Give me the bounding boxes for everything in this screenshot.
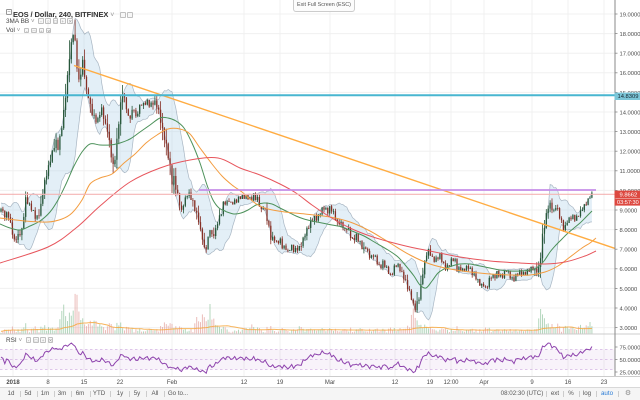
svg-text:9.8662: 9.8662: [620, 192, 638, 198]
svg-text:13.0000: 13.0000: [620, 130, 640, 136]
svg-text:7.0000: 7.0000: [620, 248, 638, 254]
svg-text:50.0000: 50.0000: [620, 358, 640, 364]
svg-text:19.0000: 19.0000: [620, 12, 640, 18]
svg-text:14.0000: 14.0000: [620, 110, 640, 116]
svg-text:5.0000: 5.0000: [620, 287, 638, 293]
svg-text:03:57:30: 03:57:30: [617, 200, 639, 206]
svg-text:12.0000: 12.0000: [620, 150, 640, 156]
svg-text:18.0000: 18.0000: [620, 32, 640, 38]
svg-text:25.0000: 25.0000: [620, 370, 640, 376]
svg-text:4.0000: 4.0000: [620, 306, 638, 312]
svg-text:9.0000: 9.0000: [620, 208, 638, 214]
svg-text:17.0000: 17.0000: [620, 52, 640, 58]
svg-text:6.0000: 6.0000: [620, 267, 638, 273]
svg-text:14.8309: 14.8309: [618, 94, 639, 100]
svg-text:8.0000: 8.0000: [620, 228, 638, 234]
svg-text:3.0000: 3.0000: [620, 326, 638, 332]
svg-text:11.0000: 11.0000: [620, 169, 640, 175]
svg-text:16.0000: 16.0000: [620, 71, 640, 77]
svg-text:75.0000: 75.0000: [620, 345, 640, 351]
